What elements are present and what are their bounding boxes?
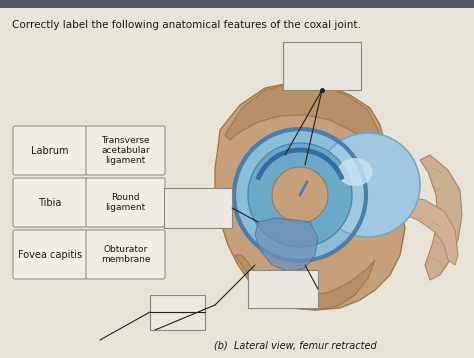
FancyBboxPatch shape [248,270,318,308]
FancyBboxPatch shape [13,178,87,227]
Text: Fovea capitis: Fovea capitis [18,250,82,260]
Text: (b)  Lateral view, femur retracted: (b) Lateral view, femur retracted [214,340,376,350]
Polygon shape [235,255,375,310]
Circle shape [235,130,365,260]
FancyBboxPatch shape [13,230,87,279]
Polygon shape [215,82,405,310]
FancyBboxPatch shape [150,295,205,330]
Polygon shape [225,83,382,148]
Text: Tibia: Tibia [38,198,62,208]
Polygon shape [400,195,458,265]
Polygon shape [420,155,462,280]
Text: Correctly label the following anatomical features of the coxal joint.: Correctly label the following anatomical… [12,20,361,30]
FancyBboxPatch shape [283,42,361,90]
Text: Labrum: Labrum [31,145,69,155]
FancyBboxPatch shape [86,178,165,227]
FancyBboxPatch shape [86,126,165,175]
FancyBboxPatch shape [13,126,87,175]
Polygon shape [255,218,318,272]
Circle shape [272,167,328,223]
Circle shape [248,143,352,247]
Bar [0,0,474,8]
Text: Round
ligament: Round ligament [105,193,146,212]
Text: Transverse
acetabular
ligament: Transverse acetabular ligament [101,136,150,165]
Circle shape [316,133,420,237]
FancyBboxPatch shape [164,188,232,228]
FancyBboxPatch shape [86,230,165,279]
Ellipse shape [337,158,373,186]
Text: Obturator
membrane: Obturator membrane [101,245,150,264]
